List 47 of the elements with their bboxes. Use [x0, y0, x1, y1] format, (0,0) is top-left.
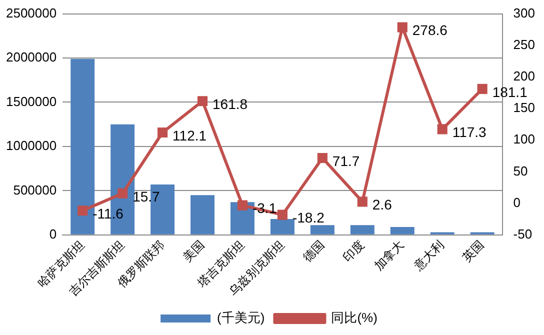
x-tick-label: 美国: [180, 238, 207, 264]
x-tick-label: 英国: [460, 238, 487, 264]
y2-tick-label: 150: [513, 100, 536, 116]
point: [237, 200, 248, 210]
data-label: 161.8: [212, 96, 248, 112]
y-tick-label: 500000: [13, 182, 57, 198]
legend-label: 同比(%): [331, 310, 378, 326]
data-label: 71.7: [332, 152, 360, 169]
y-tick-label: 2500000: [6, 5, 57, 20]
point: [277, 210, 288, 220]
x-tick-label: 印度: [340, 238, 367, 264]
y2-tick-label: -50: [513, 226, 532, 242]
point: [118, 188, 128, 198]
bar: [270, 218, 294, 234]
bar: [350, 225, 374, 234]
y2-tick-label: 250: [513, 36, 536, 52]
y2-tick-label: 50: [513, 163, 528, 178]
data-label: -18.2: [292, 210, 325, 226]
y2-tick-label: 200: [513, 68, 536, 84]
point: [158, 127, 168, 138]
y2-tick-label: 300: [513, 5, 536, 20]
y2-tick-label: 100: [513, 132, 536, 147]
point: [317, 152, 328, 164]
data-label: 117.3: [452, 124, 487, 140]
point: [477, 84, 488, 94]
bar: [70, 58, 95, 234]
point: [397, 22, 408, 32]
x-tick-label: 德国: [300, 238, 327, 264]
bar: [310, 225, 334, 234]
data-label: 112.1: [172, 127, 207, 144]
data-label: 2.6: [372, 196, 392, 213]
bar: [190, 195, 215, 234]
y-tick-label: 1500000: [6, 94, 57, 109]
y-tick-label: 1000000: [6, 138, 57, 154]
point: [437, 124, 448, 134]
data-label: 181.1: [492, 84, 528, 100]
point: [78, 206, 88, 216]
data-label: 278.6: [412, 22, 448, 38]
point: [197, 96, 208, 106]
legend-label: (千美元): [217, 310, 265, 326]
x-tick-label: 意大利: [410, 238, 447, 274]
bar: [390, 226, 414, 234]
point: [357, 196, 368, 207]
x-tick-label: 加拿大: [371, 238, 407, 273]
y-tick-label: 2000000: [6, 50, 57, 65]
y2-tick-label: 0: [513, 194, 521, 210]
y-tick-label: 0: [49, 226, 57, 242]
